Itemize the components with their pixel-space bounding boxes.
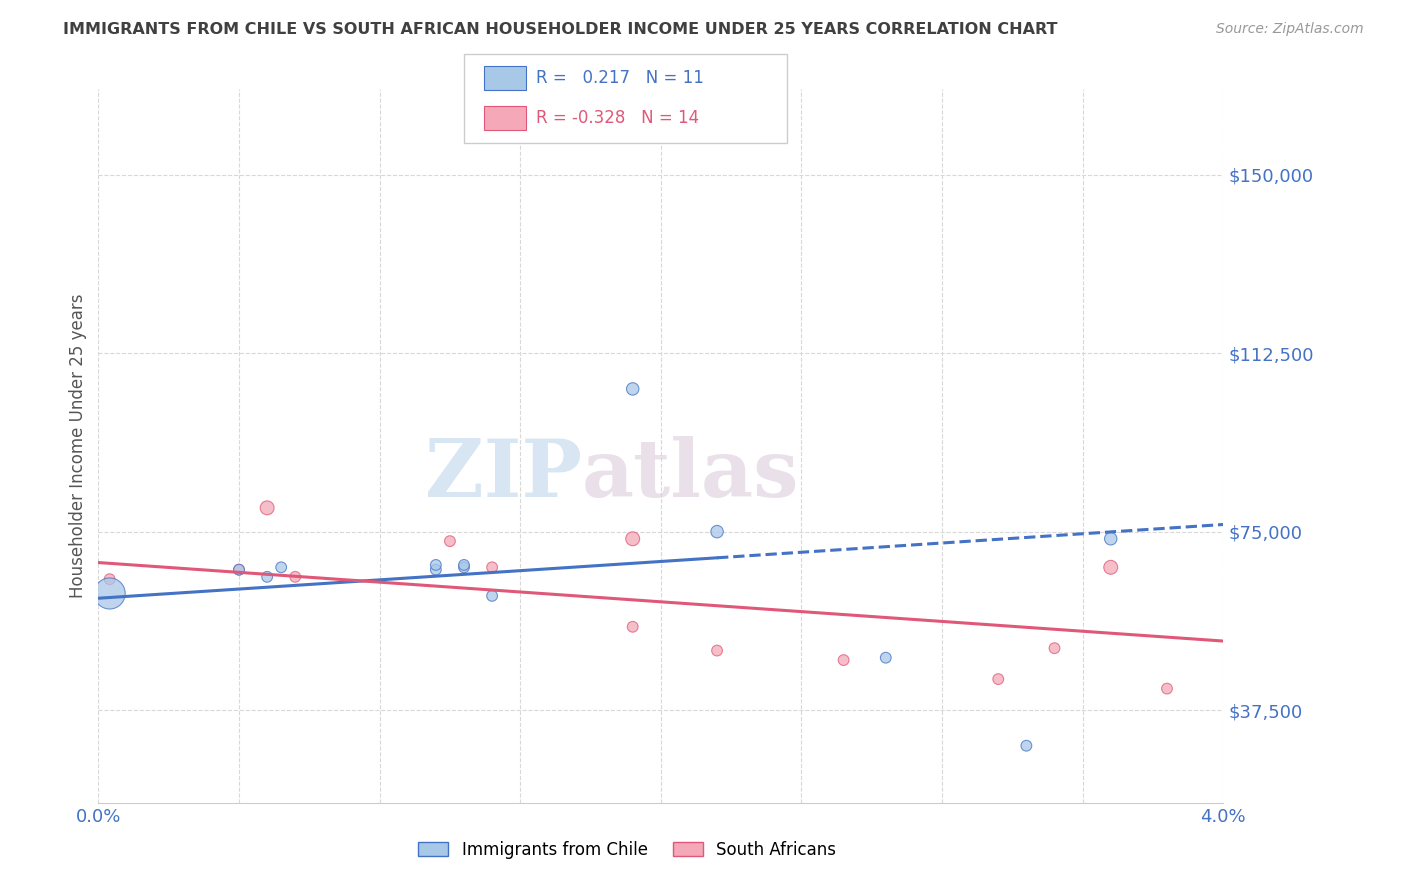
Y-axis label: Householder Income Under 25 years: Householder Income Under 25 years: [69, 293, 87, 599]
Text: R =   0.217   N = 11: R = 0.217 N = 11: [536, 69, 703, 87]
Point: [453, 558, 475, 572]
Point: [832, 653, 855, 667]
Point: [621, 532, 644, 546]
Text: atlas: atlas: [582, 435, 800, 514]
Point: [98, 572, 121, 586]
Point: [270, 560, 292, 574]
Legend: Immigrants from Chile, South Africans: Immigrants from Chile, South Africans: [418, 840, 837, 859]
Point: [621, 620, 644, 634]
Point: [1043, 641, 1066, 656]
Point: [228, 563, 250, 577]
Point: [987, 672, 1010, 686]
Point: [621, 382, 644, 396]
Point: [706, 643, 728, 657]
Point: [425, 558, 447, 572]
Point: [284, 570, 307, 584]
Point: [1015, 739, 1038, 753]
Point: [706, 524, 728, 539]
Point: [228, 563, 250, 577]
Point: [453, 560, 475, 574]
Point: [875, 650, 897, 665]
Point: [481, 589, 503, 603]
Text: ZIP: ZIP: [425, 435, 582, 514]
Point: [481, 560, 503, 574]
Point: [1099, 560, 1122, 574]
Point: [1156, 681, 1178, 696]
Point: [425, 563, 447, 577]
Text: R = -0.328   N = 14: R = -0.328 N = 14: [536, 109, 699, 128]
Point: [1099, 532, 1122, 546]
Point: [256, 570, 278, 584]
Point: [439, 534, 461, 549]
Text: Source: ZipAtlas.com: Source: ZipAtlas.com: [1216, 22, 1364, 37]
Point: [98, 586, 121, 600]
Point: [256, 500, 278, 515]
Text: IMMIGRANTS FROM CHILE VS SOUTH AFRICAN HOUSEHOLDER INCOME UNDER 25 YEARS CORRELA: IMMIGRANTS FROM CHILE VS SOUTH AFRICAN H…: [63, 22, 1057, 37]
